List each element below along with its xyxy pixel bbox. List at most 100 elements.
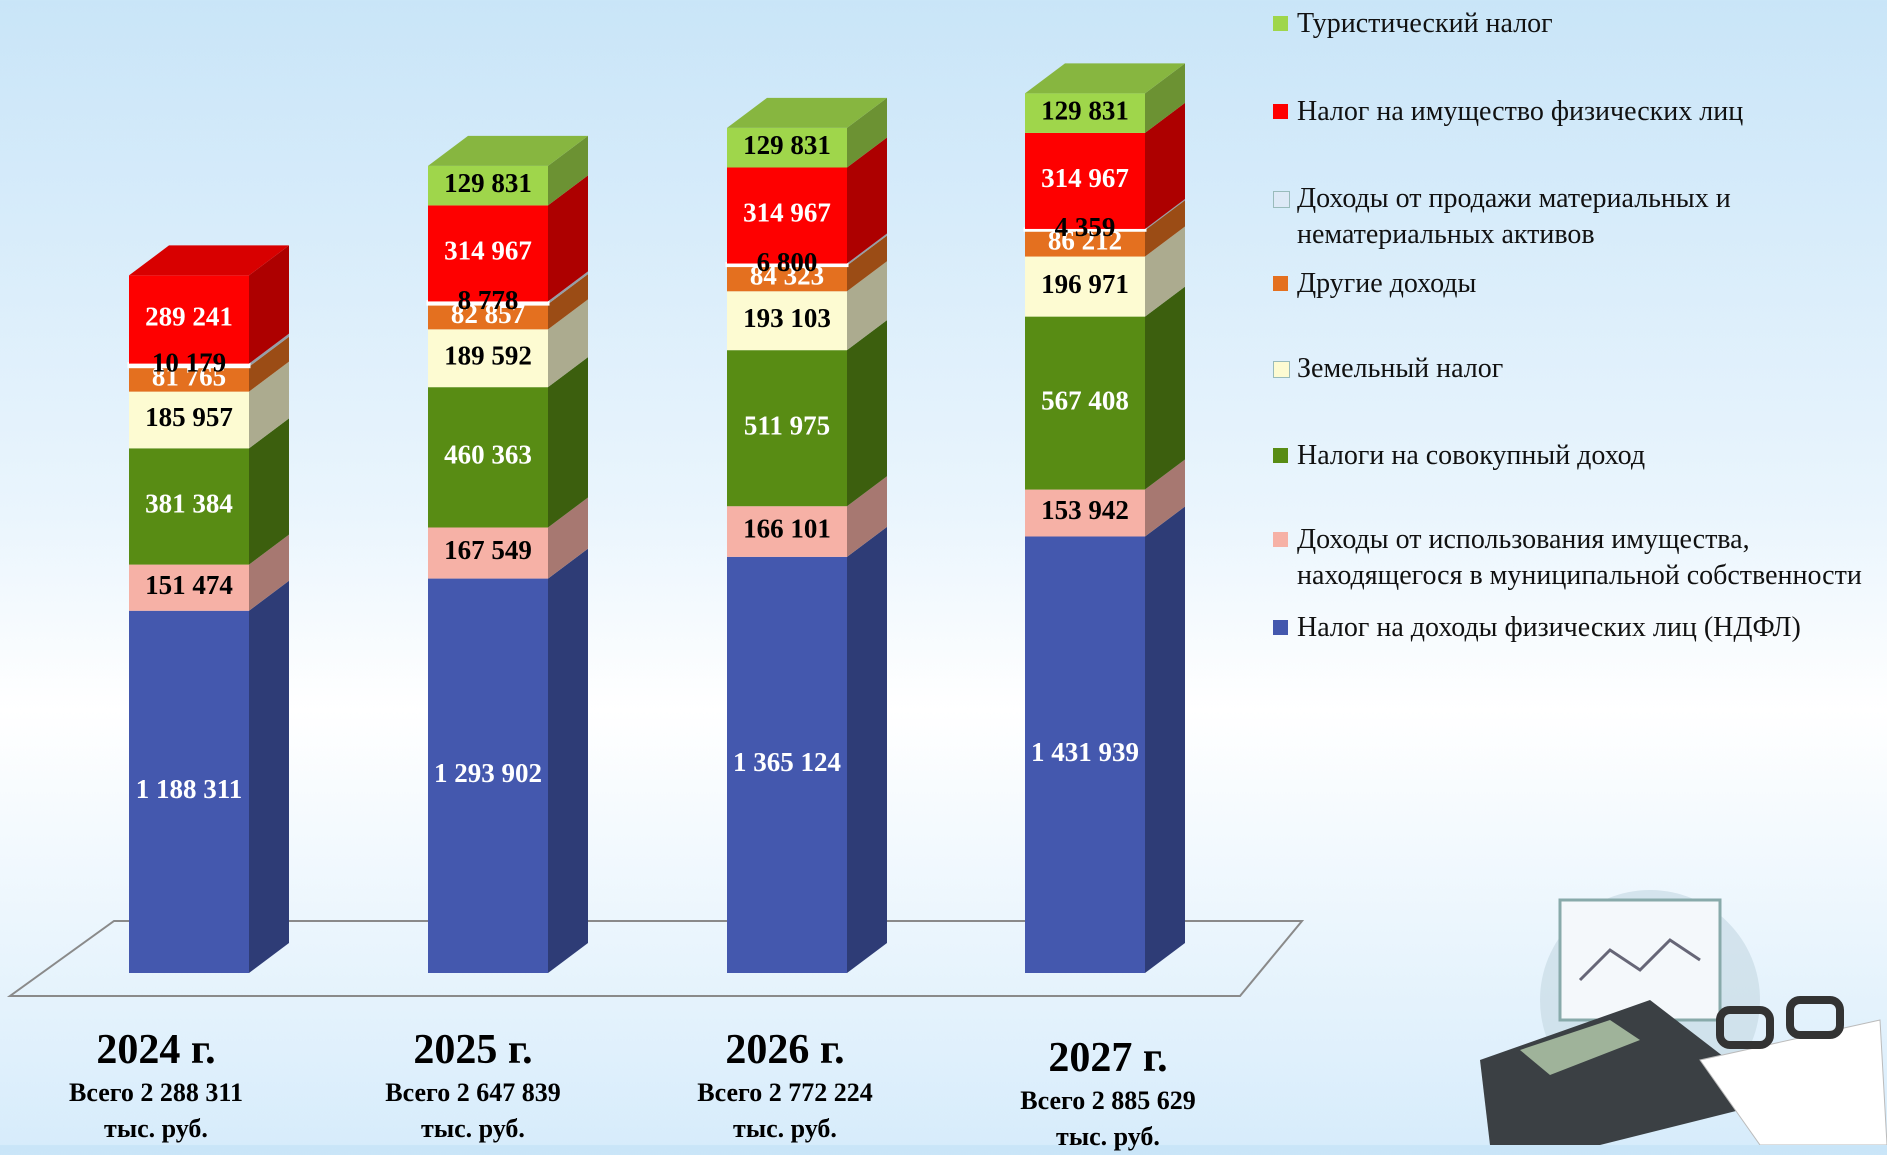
bar-segment xyxy=(727,556,847,973)
total-label: Всего 2 647 839 xyxy=(385,1078,561,1107)
bar-segment xyxy=(1025,132,1145,229)
bar-segment xyxy=(428,165,548,206)
data-label: 196 971 xyxy=(1041,269,1129,299)
data-label: 82 857 xyxy=(451,299,525,329)
data-label: 567 408 xyxy=(1041,385,1129,415)
bar-side xyxy=(1145,286,1185,490)
data-label: 1 188 311 xyxy=(136,774,243,804)
data-label: 1 431 939 xyxy=(1031,737,1139,767)
bar-segment xyxy=(129,391,249,449)
unit-label: тыс. руб. xyxy=(733,1114,837,1143)
bar-side xyxy=(548,175,588,302)
legend-item: Доходы от использования имущества, наход… xyxy=(1273,522,1887,594)
data-label: 314 967 xyxy=(444,236,532,266)
bar-top xyxy=(428,135,588,166)
bar-side xyxy=(847,137,887,264)
legend-item: Налоги на совокупный доход xyxy=(1273,438,1887,474)
legend-item: Налог на доходы физических лиц (НДФЛ) xyxy=(1273,610,1887,646)
bar-segment xyxy=(1025,489,1145,537)
bar-segment xyxy=(129,448,249,565)
data-label: 289 241 xyxy=(145,302,233,332)
legend-item: Налог на имущество физических лиц xyxy=(1273,94,1887,130)
legend-swatch xyxy=(1273,532,1288,547)
legend-label: Туристический налог xyxy=(1297,8,1553,39)
legend-swatch xyxy=(1273,448,1288,463)
bar-side xyxy=(1145,226,1185,317)
bar-side xyxy=(548,548,588,973)
bar-side xyxy=(1145,506,1185,973)
data-label: 185 957 xyxy=(145,402,233,432)
unit-label: тыс. руб. xyxy=(104,1114,208,1143)
data-label: 129 831 xyxy=(743,130,831,160)
bar-side xyxy=(548,497,588,579)
bar-side xyxy=(1145,459,1185,537)
bar-side xyxy=(847,235,887,292)
bar-segment xyxy=(1025,536,1145,973)
bar-side xyxy=(249,333,289,367)
bar-top xyxy=(1025,63,1185,94)
data-label: 1 293 902 xyxy=(434,758,542,788)
data-label: 129 831 xyxy=(1041,95,1129,125)
legend-item: Другие доходы xyxy=(1273,266,1887,302)
category-label: 2026 г. xyxy=(725,1027,845,1073)
category-label: 2024 г. xyxy=(96,1027,216,1073)
legend-label: Налог на имущество физических лиц xyxy=(1297,96,1744,127)
legend-swatch xyxy=(1273,191,1290,208)
category-block: 2025 г. Всего 2 647 839 тыс. руб. xyxy=(323,1025,623,1147)
legend-label: Доходы от использования имущества, наход… xyxy=(1297,524,1862,591)
bar-segment xyxy=(129,564,249,611)
data-label: 166 101 xyxy=(743,514,831,544)
data-label: 153 942 xyxy=(1041,495,1129,525)
legend-label: Другие доходы xyxy=(1297,268,1477,299)
legend-swatch xyxy=(1273,16,1288,31)
bar-side xyxy=(548,299,588,388)
bar-segment xyxy=(428,387,548,528)
data-label: 381 384 xyxy=(145,489,233,519)
bar-side xyxy=(1145,198,1185,231)
data-label: 314 967 xyxy=(743,198,831,228)
legend-label: Земельный налог xyxy=(1297,353,1504,384)
legend-label: Налоги на совокупный доход xyxy=(1297,440,1646,471)
bar-segment xyxy=(727,350,847,507)
total-label: Всего 2 772 224 xyxy=(697,1078,873,1107)
bar-segment xyxy=(428,578,548,973)
bar-segment xyxy=(428,304,548,330)
unit-label: тыс. руб. xyxy=(421,1114,525,1143)
category-block: 2027 г. Всего 2 885 629 тыс. руб. xyxy=(958,1033,1258,1155)
total-label: Всего 2 885 629 xyxy=(1020,1086,1196,1115)
legend-item: Доходы от продажи материальных и нематер… xyxy=(1273,181,1887,253)
legend-label: Доходы от продажи материальных и нематер… xyxy=(1297,183,1731,250)
bar-segment xyxy=(1025,256,1145,317)
bar-side xyxy=(249,580,289,973)
bar-side xyxy=(847,320,887,507)
bar-side xyxy=(847,233,887,266)
bar-side xyxy=(1145,63,1185,133)
bar-segment xyxy=(727,167,847,264)
data-label: 6 800 xyxy=(757,247,818,277)
bar-side xyxy=(249,418,289,565)
bar-side xyxy=(249,336,289,392)
bar-segment xyxy=(428,527,548,579)
bar-side xyxy=(548,357,588,528)
bar-segment xyxy=(428,329,548,388)
legend-swatch xyxy=(1273,620,1288,635)
legend-swatch xyxy=(1273,104,1288,119)
data-label: 8 778 xyxy=(458,285,519,315)
bar-side xyxy=(548,135,588,206)
data-label: 314 967 xyxy=(1041,163,1129,193)
data-label: 84 323 xyxy=(750,261,824,291)
data-label: 151 474 xyxy=(145,570,233,600)
data-label: 193 103 xyxy=(743,303,831,333)
data-label: 460 363 xyxy=(444,440,532,470)
bar-side xyxy=(847,526,887,973)
bar-segment xyxy=(1023,227,1147,232)
data-label: 1 365 124 xyxy=(733,747,841,777)
legend-item: Туристический налог xyxy=(1273,6,1887,42)
data-label: 167 549 xyxy=(444,535,532,565)
data-label: 10 179 xyxy=(152,347,226,377)
total-label: Всего 2 288 311 xyxy=(69,1078,243,1107)
bar-segment xyxy=(129,366,249,392)
bar-side xyxy=(249,245,289,364)
